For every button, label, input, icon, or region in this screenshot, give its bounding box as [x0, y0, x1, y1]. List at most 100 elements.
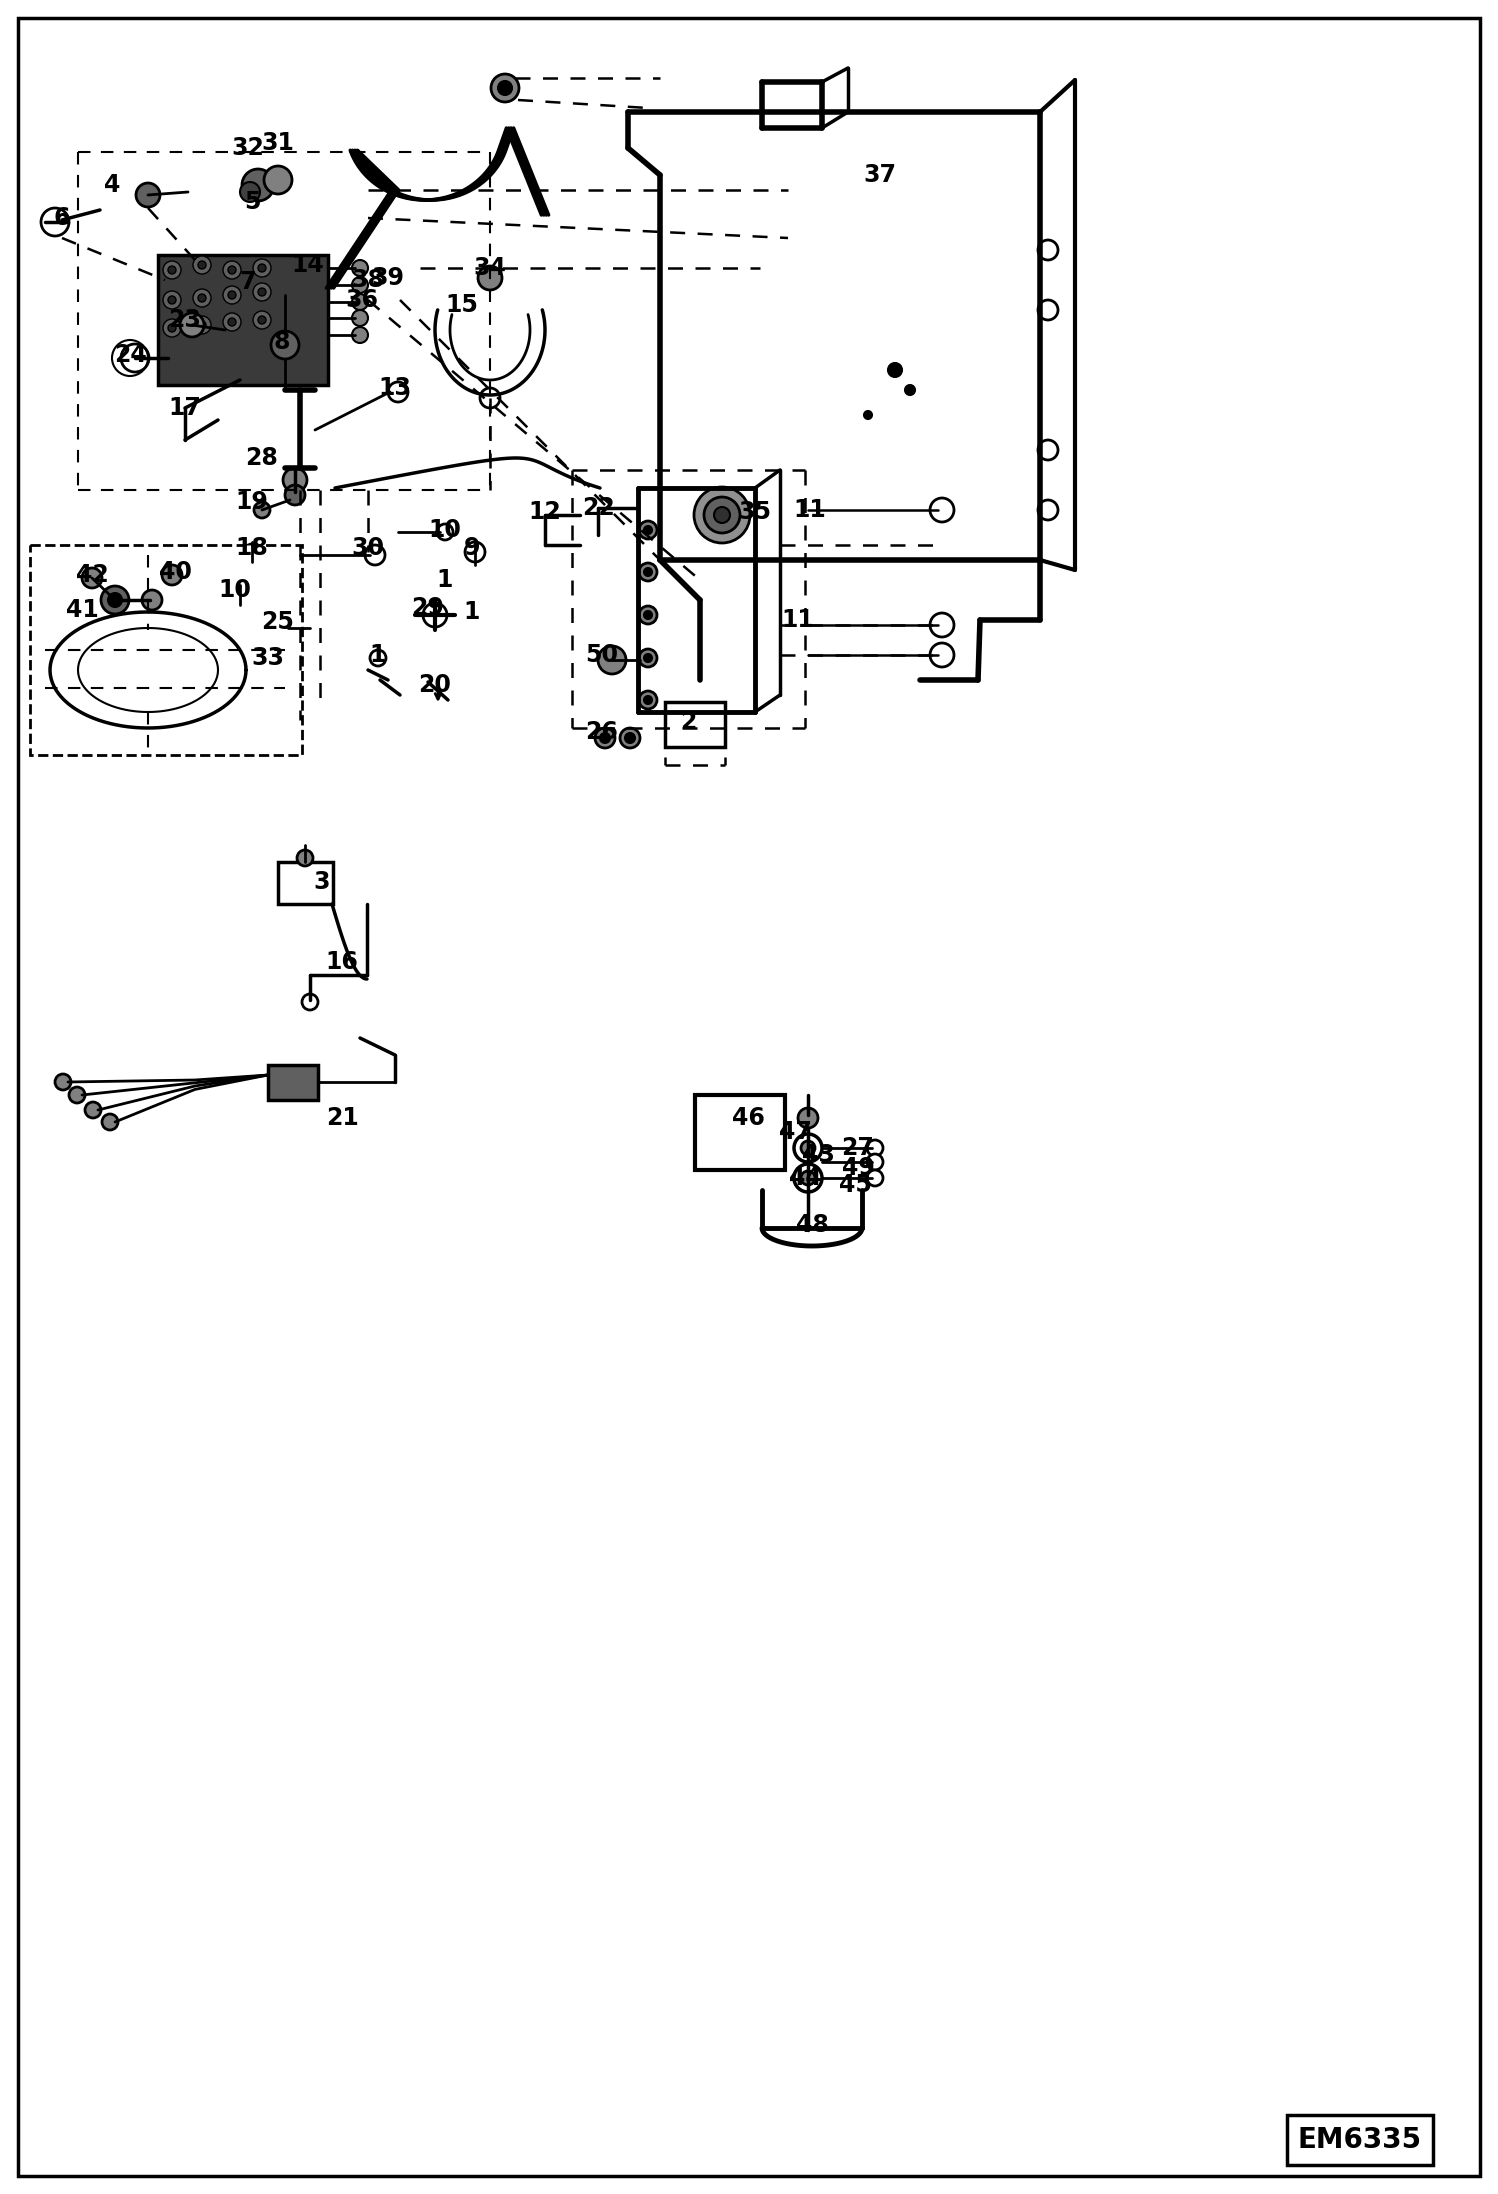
Bar: [279, 862, 333, 904]
Bar: [252, 647, 285, 667]
Text: 15: 15: [445, 294, 478, 316]
Circle shape: [168, 265, 175, 274]
Circle shape: [479, 388, 500, 408]
Circle shape: [794, 1134, 822, 1163]
Circle shape: [422, 603, 446, 627]
Text: 18: 18: [235, 535, 268, 559]
Text: 8: 8: [274, 329, 291, 353]
Circle shape: [601, 733, 610, 744]
Circle shape: [598, 645, 626, 674]
Circle shape: [352, 309, 369, 327]
Text: 33: 33: [252, 645, 285, 669]
Circle shape: [228, 265, 237, 274]
Circle shape: [352, 276, 369, 294]
Text: 1: 1: [370, 643, 386, 667]
Circle shape: [264, 167, 292, 193]
Circle shape: [1038, 239, 1058, 261]
Text: 9: 9: [464, 535, 481, 559]
Circle shape: [198, 294, 207, 303]
Text: 2: 2: [680, 711, 697, 735]
Circle shape: [258, 316, 267, 325]
Circle shape: [162, 566, 181, 586]
Text: 4: 4: [103, 173, 120, 197]
Circle shape: [930, 643, 954, 667]
Circle shape: [258, 263, 267, 272]
Text: 24: 24: [114, 342, 147, 366]
Bar: [695, 1095, 785, 1169]
Circle shape: [168, 325, 175, 331]
Circle shape: [244, 544, 261, 559]
Bar: [665, 702, 725, 746]
Circle shape: [228, 292, 237, 298]
Circle shape: [801, 1141, 815, 1154]
Circle shape: [801, 1172, 815, 1185]
Circle shape: [640, 649, 658, 667]
Circle shape: [279, 619, 298, 638]
Circle shape: [223, 314, 241, 331]
Circle shape: [1038, 500, 1058, 520]
Circle shape: [100, 586, 129, 614]
Text: 34: 34: [473, 257, 506, 281]
Circle shape: [352, 327, 369, 342]
Text: 5: 5: [244, 191, 261, 215]
Text: 13: 13: [379, 375, 412, 399]
Text: EM6335: EM6335: [1297, 2126, 1422, 2155]
Text: 45: 45: [839, 1174, 872, 1198]
Circle shape: [905, 384, 915, 395]
Circle shape: [271, 331, 300, 360]
Circle shape: [136, 182, 160, 206]
Circle shape: [644, 654, 652, 663]
Text: 49: 49: [842, 1156, 875, 1180]
Text: 38: 38: [352, 268, 385, 292]
Circle shape: [234, 588, 247, 601]
Circle shape: [228, 318, 237, 327]
Text: 16: 16: [325, 950, 358, 974]
Circle shape: [370, 649, 386, 667]
Circle shape: [168, 296, 175, 305]
Circle shape: [69, 1086, 85, 1104]
Circle shape: [240, 182, 261, 202]
Circle shape: [297, 849, 313, 867]
Text: 37: 37: [863, 162, 896, 186]
Text: 12: 12: [529, 500, 562, 524]
Circle shape: [388, 382, 407, 402]
Text: 11: 11: [782, 608, 815, 632]
Circle shape: [888, 362, 902, 377]
Text: 6: 6: [54, 206, 70, 230]
Circle shape: [1038, 441, 1058, 461]
Circle shape: [253, 283, 271, 301]
Text: 31: 31: [262, 132, 295, 156]
Circle shape: [625, 733, 635, 744]
Circle shape: [193, 257, 211, 274]
Circle shape: [715, 507, 730, 522]
Text: 47: 47: [779, 1119, 812, 1143]
Circle shape: [193, 316, 211, 333]
Text: 28: 28: [246, 445, 279, 470]
Text: 36: 36: [346, 287, 379, 312]
Circle shape: [142, 590, 162, 610]
Text: 17: 17: [169, 395, 201, 419]
Circle shape: [258, 287, 267, 296]
Text: 25: 25: [262, 610, 295, 634]
Circle shape: [223, 285, 241, 305]
Circle shape: [253, 259, 271, 276]
Text: 44: 44: [788, 1165, 821, 1189]
Circle shape: [867, 1141, 882, 1156]
Text: 7: 7: [240, 270, 256, 294]
Circle shape: [930, 612, 954, 636]
Text: 3: 3: [313, 871, 330, 893]
Circle shape: [640, 606, 658, 623]
Circle shape: [437, 524, 452, 540]
Text: 1: 1: [464, 599, 481, 623]
Circle shape: [253, 312, 271, 329]
Circle shape: [640, 691, 658, 709]
Circle shape: [285, 485, 306, 505]
Circle shape: [798, 1108, 818, 1128]
Circle shape: [930, 498, 954, 522]
Circle shape: [55, 1075, 70, 1090]
Circle shape: [864, 410, 872, 419]
Bar: [30, 544, 303, 755]
Circle shape: [102, 1115, 118, 1130]
Circle shape: [255, 502, 270, 518]
Circle shape: [491, 75, 518, 101]
